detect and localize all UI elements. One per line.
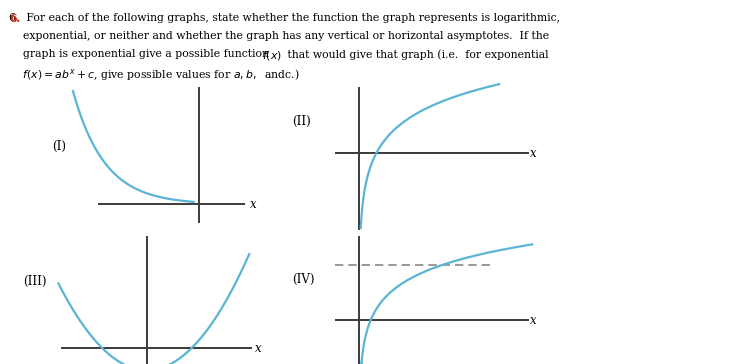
Text: 6.  For each of the following graphs, state whether the function the graph repre: 6. For each of the following graphs, sta… bbox=[9, 13, 561, 23]
Text: x: x bbox=[249, 198, 256, 211]
Text: (I): (I) bbox=[52, 140, 66, 153]
Text: exponential, or neither and whether the graph has any vertical or horizontal asy: exponential, or neither and whether the … bbox=[9, 31, 550, 41]
Text: $f(x) = ab^x + c$, give possible values for $a, b,\;$ andc.): $f(x) = ab^x + c$, give possible values … bbox=[9, 67, 300, 83]
Text: (II): (II) bbox=[292, 115, 311, 128]
Text: (IV): (IV) bbox=[292, 273, 314, 285]
Text: x: x bbox=[255, 342, 262, 355]
Text: x: x bbox=[530, 314, 537, 327]
Text: x: x bbox=[530, 147, 537, 160]
Text: (III): (III) bbox=[23, 275, 47, 288]
Text: graph is exponential give a possible function: graph is exponential give a possible fun… bbox=[9, 49, 273, 59]
Text: that would give that graph (i.e.  for exponential: that would give that graph (i.e. for exp… bbox=[284, 49, 549, 60]
Text: $f(x)$: $f(x)$ bbox=[262, 49, 282, 62]
Text: 6.: 6. bbox=[9, 13, 20, 24]
